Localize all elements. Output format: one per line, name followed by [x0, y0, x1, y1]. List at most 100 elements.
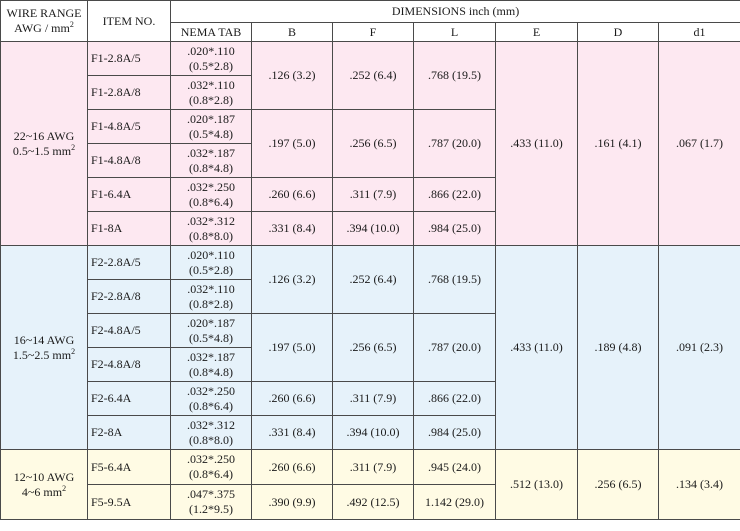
nema-tab-mm: (1.2*9.5) [189, 502, 233, 516]
col-header-d: D [577, 22, 659, 42]
nema-tab-cell: .020*.187 (0.5*4.8) [170, 109, 252, 144]
nema-tab-inch: .047*.375 [187, 487, 235, 501]
wire-range-awg: 16~14 AWG [13, 332, 75, 347]
nema-tab-cell: .020*.110 (0.5*2.8) [170, 245, 252, 280]
dim-f-cell: .394 (10.0) [332, 415, 414, 450]
nema-tab-cell: .020*.187 (0.5*4.8) [170, 313, 252, 348]
table-row: 22~16 AWG 0.5~1.5 mm2 F1-2.8A/5.020*.110 (0… [0, 41, 740, 246]
dim-l-cell: .866 (22.0) [413, 177, 496, 212]
item-no-cell: F1-8A [87, 211, 171, 246]
nema-tab-cell: .047*.375 (1.2*9.5) [170, 484, 252, 520]
table-row: 16~14 AWG 1.5~2.5 mm2 F2-2.8A/5.020*.110 (0… [0, 245, 740, 450]
nema-tab-mm: (0.5*2.8) [189, 262, 233, 277]
col-header-e: E [495, 22, 578, 42]
item-no-cell: F5-9.5A [87, 484, 171, 520]
wire-range-mm-line: 1.5~2.5 mm2 [3, 346, 85, 363]
nema-tab-cell: .032*.312 (0.8*8.0) [170, 211, 252, 246]
nema-tab-cell: .032*.250 (0.8*6.4) [170, 177, 252, 212]
nema-tab-inch: .032*.250 [187, 383, 235, 398]
wire-range-mm: 0.5~1.5 mm [12, 143, 72, 158]
wire-range-units-text: AWG / mm [14, 21, 70, 35]
dim-f-cell: .256 (6.5) [332, 109, 414, 178]
dim-b-cell: .260 (6.6) [251, 381, 333, 416]
dim-b-cell: .260 (6.6) [251, 177, 333, 212]
item-no-cell: F5-6.4A [87, 449, 171, 485]
nema-tab-cell: .032*.187 (0.8*4.8) [170, 347, 252, 382]
dim-e-cell: .433 (11.0) [495, 245, 578, 450]
wire-range-mm-line: 4~6 mm2 [3, 483, 85, 500]
col-header-f: F [332, 22, 414, 42]
item-no-cell: F1-6.4A [87, 177, 171, 212]
nema-tab-cell: .032*.187 (0.8*4.8) [170, 143, 252, 178]
dim-d-cell: .256 (6.5) [577, 449, 659, 520]
dim-b-cell: .197 (5.0) [251, 313, 333, 382]
dim-f-cell: .311 (7.9) [332, 381, 414, 416]
item-no-cell: F2-4.8A/5 [87, 313, 171, 348]
nema-tab-mm: (0.8*4.8) [189, 160, 233, 175]
dim-b-cell: .126 (3.2) [251, 41, 333, 110]
table-row: 12~10 AWG 4~6 mm2 F5-6.4A .032*.250 (0.8*6.4… [0, 449, 740, 520]
wire-range-cell: 22~16 AWG 0.5~1.5 mm2 [0, 41, 88, 246]
nema-tab-inch: .032*.187 [187, 145, 235, 160]
nema-tab-inch: .032*.250 [187, 179, 235, 194]
nema-tab-inch: .032*.110 [187, 281, 235, 296]
dim-b-cell: .390 (9.9) [251, 484, 333, 520]
table-body: 22~16 AWG 0.5~1.5 mm2 F1-2.8A/5.020*.110 (0… [0, 41, 740, 520]
dim-l-cell: .768 (19.5) [413, 41, 496, 110]
nema-tab-mm: (0.8*2.8) [189, 92, 233, 107]
nema-tab-cell: .032*.250 (0.8*6.4) [170, 381, 252, 416]
nema-tab-inch: .020*.110 [187, 247, 235, 262]
dim-f-cell: .311 (7.9) [332, 177, 414, 212]
wire-range-awg: 22~16 AWG [13, 128, 75, 143]
dim-l-cell: .984 (25.0) [413, 211, 496, 246]
wire-range-cell: 16~14 AWG 1.5~2.5 mm2 [0, 245, 88, 450]
nema-tab-inch: .032*.187 [187, 349, 235, 364]
item-no-cell: F1-4.8A/8 [87, 143, 171, 178]
dim-f-cell: .252 (6.4) [332, 245, 414, 314]
dim-f-cell: .252 (6.4) [332, 41, 414, 110]
nema-tab-mm: (0.8*6.4) [189, 194, 233, 209]
dim-d1-cell: .091 (2.3) [657, 245, 740, 450]
dim-f-cell: .492 (12.5) [332, 484, 414, 520]
nema-tab-inch: .032*.312 [187, 417, 235, 432]
wire-range-awg: 12~10 AWG [13, 469, 75, 484]
dim-l-cell: .768 (19.5) [413, 245, 496, 314]
col-header-nema-tab: NEMA TAB [170, 22, 252, 42]
nema-tab-mm: (0.8*4.8) [189, 364, 233, 379]
col-header-l: L [413, 22, 496, 42]
wire-range-mm-sup: 2 [71, 142, 76, 152]
wire-range-mm-line: 0.5~1.5 mm2 [3, 142, 85, 159]
dim-b-cell: .331 (8.4) [251, 415, 333, 450]
header-row-2: NEMA TAB B F L E D d1 [1, 22, 740, 42]
nema-tab-mm: (0.5*4.8) [189, 126, 233, 141]
item-no-cell: F2-2.8A/5 [87, 245, 171, 280]
dim-d-cell: .189 (4.8) [577, 245, 659, 450]
nema-tab-cell: .032*.250 (0.8*6.4) [170, 449, 252, 485]
nema-tab-mm: (0.8*8.0) [189, 228, 233, 243]
wire-range-mm-sup: 2 [62, 483, 67, 493]
nema-tab-mm: (0.8*2.8) [189, 296, 233, 311]
dim-l-cell: .984 (25.0) [413, 415, 496, 450]
col-header-d1: d1 [657, 22, 740, 42]
nema-tab-inch: .032*.250 [187, 452, 235, 466]
dim-l-cell: .787 (20.0) [413, 313, 496, 382]
dim-d1-cell: .067 (1.7) [657, 41, 740, 246]
wire-range-mm: 1.5~2.5 mm [12, 347, 72, 362]
nema-tab-cell: .032*.110 (0.8*2.8) [170, 75, 252, 110]
nema-tab-mm: (0.8*8.0) [189, 432, 233, 447]
item-no-header: ITEM NO. [87, 0, 171, 42]
dim-l-cell: .866 (22.0) [413, 381, 496, 416]
item-no-cell: F1-2.8A/5 [87, 41, 171, 76]
item-no-cell: F2-6.4A [87, 381, 171, 416]
item-no-cell: F1-2.8A/8 [87, 75, 171, 110]
dimensions-table: WIRE RANGE AWG / mm2 ITEM NO. DIMENSIONS… [0, 0, 740, 520]
wire-range-mm: 4~6 mm [21, 484, 63, 499]
dim-f-cell: .256 (6.5) [332, 313, 414, 382]
wire-range-header: WIRE RANGE AWG / mm2 [0, 0, 88, 42]
nema-tab-inch: .032*.312 [187, 213, 235, 228]
nema-tab-mm: (0.5*2.8) [189, 58, 233, 73]
nema-tab-inch: .032*.110 [187, 77, 235, 92]
item-no-cell: F2-2.8A/8 [87, 279, 171, 314]
wire-range-mm-sup: 2 [71, 346, 76, 356]
nema-tab-cell: .020*.110 (0.5*2.8) [170, 41, 252, 76]
